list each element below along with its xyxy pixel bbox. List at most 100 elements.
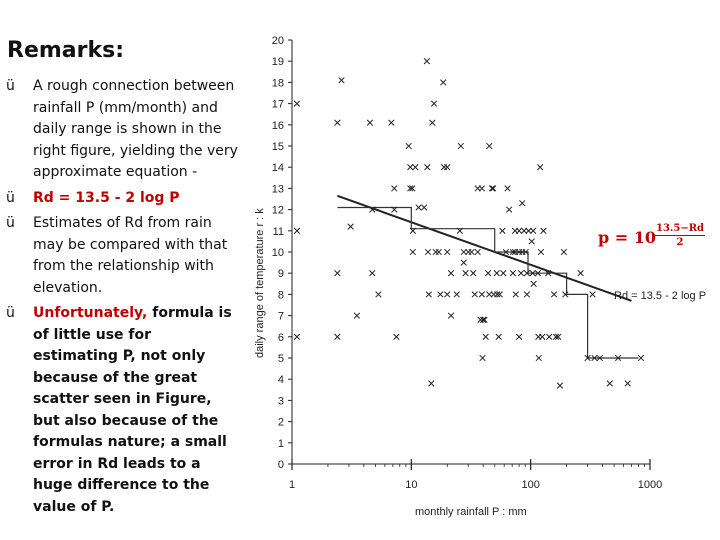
data-point — [393, 333, 400, 340]
y-tick-label: 19 — [272, 56, 284, 68]
data-point — [520, 227, 528, 234]
point-stroke — [479, 354, 486, 362]
point-stroke — [447, 312, 455, 319]
y-axis-label: daily range of temperature r : k — [254, 208, 266, 358]
data-point — [591, 354, 598, 362]
y-tick-label: 7 — [278, 311, 284, 323]
point-stroke — [478, 291, 486, 298]
point-stroke — [537, 248, 545, 256]
point-stroke — [555, 333, 562, 340]
point-stroke — [499, 227, 506, 234]
data-point — [369, 206, 376, 213]
point-stroke — [409, 185, 416, 192]
data-point — [496, 291, 503, 298]
point-stroke — [407, 185, 414, 192]
data-point — [444, 291, 451, 298]
bullet-text: A rough connection between rainfall P (m… — [33, 78, 238, 180]
data-point — [523, 270, 531, 277]
scatter-points — [293, 58, 645, 389]
formula-lhs: p = 10 — [598, 228, 656, 247]
point-stroke — [338, 77, 345, 84]
point-stroke — [496, 291, 503, 298]
data-point — [460, 259, 467, 266]
remarks-list: ü A rough connection between rainfall P … — [6, 76, 238, 518]
y-tick-label: 15 — [272, 141, 284, 153]
point-stroke — [509, 270, 517, 277]
point-stroke — [484, 270, 492, 277]
point-stroke — [478, 185, 486, 192]
x-tick-label: 100 — [521, 479, 539, 491]
data-point — [494, 291, 501, 298]
data-point — [546, 333, 553, 340]
data-point — [425, 291, 432, 298]
data-point — [440, 79, 447, 86]
point-stroke — [544, 270, 552, 277]
point-stroke — [334, 333, 341, 340]
point-stroke — [509, 248, 517, 256]
data-point — [584, 354, 591, 362]
y-tick-label: 4 — [278, 374, 284, 386]
point-stroke — [495, 333, 502, 340]
check-icon: ü — [6, 78, 15, 94]
bullet-equation: ü Rd = 13.5 - 2 log P — [6, 188, 238, 210]
data-point — [347, 223, 354, 230]
data-point — [453, 291, 460, 298]
data-point — [512, 291, 519, 298]
exponent-numerator: 13.5−Rd — [655, 223, 706, 236]
data-point — [470, 270, 477, 277]
point-stroke — [540, 227, 547, 234]
point-stroke — [490, 185, 497, 192]
point-stroke — [471, 291, 478, 298]
data-point — [447, 312, 455, 319]
point-stroke — [429, 119, 436, 126]
data-point — [523, 291, 531, 298]
data-point — [444, 248, 451, 256]
point-stroke — [529, 270, 536, 277]
point-stroke — [519, 200, 526, 207]
point-stroke — [460, 259, 467, 266]
data-point — [500, 270, 507, 277]
point-stroke — [444, 291, 451, 298]
point-stroke — [546, 333, 553, 340]
y-tick-label: 14 — [272, 162, 284, 174]
y-tick-label: 3 — [278, 395, 284, 407]
point-stroke — [405, 142, 412, 150]
point-stroke — [425, 291, 432, 298]
data-point — [429, 119, 436, 126]
data-point — [293, 227, 301, 234]
point-stroke — [535, 354, 542, 362]
bullet-rainfall-connection: ü A rough connection between rainfall P … — [6, 76, 238, 184]
point-stroke — [515, 227, 523, 234]
point-stroke — [293, 227, 301, 234]
data-point — [544, 270, 552, 277]
point-stroke — [591, 354, 598, 362]
data-point — [478, 185, 486, 192]
point-stroke — [409, 227, 417, 234]
point-stroke — [577, 270, 584, 277]
point-stroke — [334, 119, 341, 126]
point-stroke — [457, 142, 465, 150]
point-stroke — [502, 248, 510, 256]
point-stroke — [369, 270, 376, 277]
slide-title: Remarks: — [7, 38, 125, 63]
point-stroke — [480, 316, 487, 323]
point-stroke — [504, 185, 511, 192]
point-stroke — [462, 270, 469, 277]
data-point — [577, 270, 584, 277]
data-point — [391, 185, 398, 192]
y-tick-label: 2 — [278, 417, 284, 429]
data-point — [537, 248, 545, 256]
data-point — [509, 248, 517, 256]
point-stroke — [523, 291, 531, 298]
data-point — [540, 227, 547, 234]
y-tick-label: 8 — [278, 289, 284, 301]
point-stroke — [409, 248, 417, 256]
point-stroke — [560, 248, 568, 256]
data-point — [534, 270, 542, 277]
y-tick-label: 11 — [273, 226, 284, 238]
point-stroke — [347, 223, 354, 230]
point-stroke — [530, 280, 537, 287]
point-stroke — [437, 291, 444, 298]
point-stroke — [391, 206, 398, 213]
point-stroke — [528, 238, 535, 245]
